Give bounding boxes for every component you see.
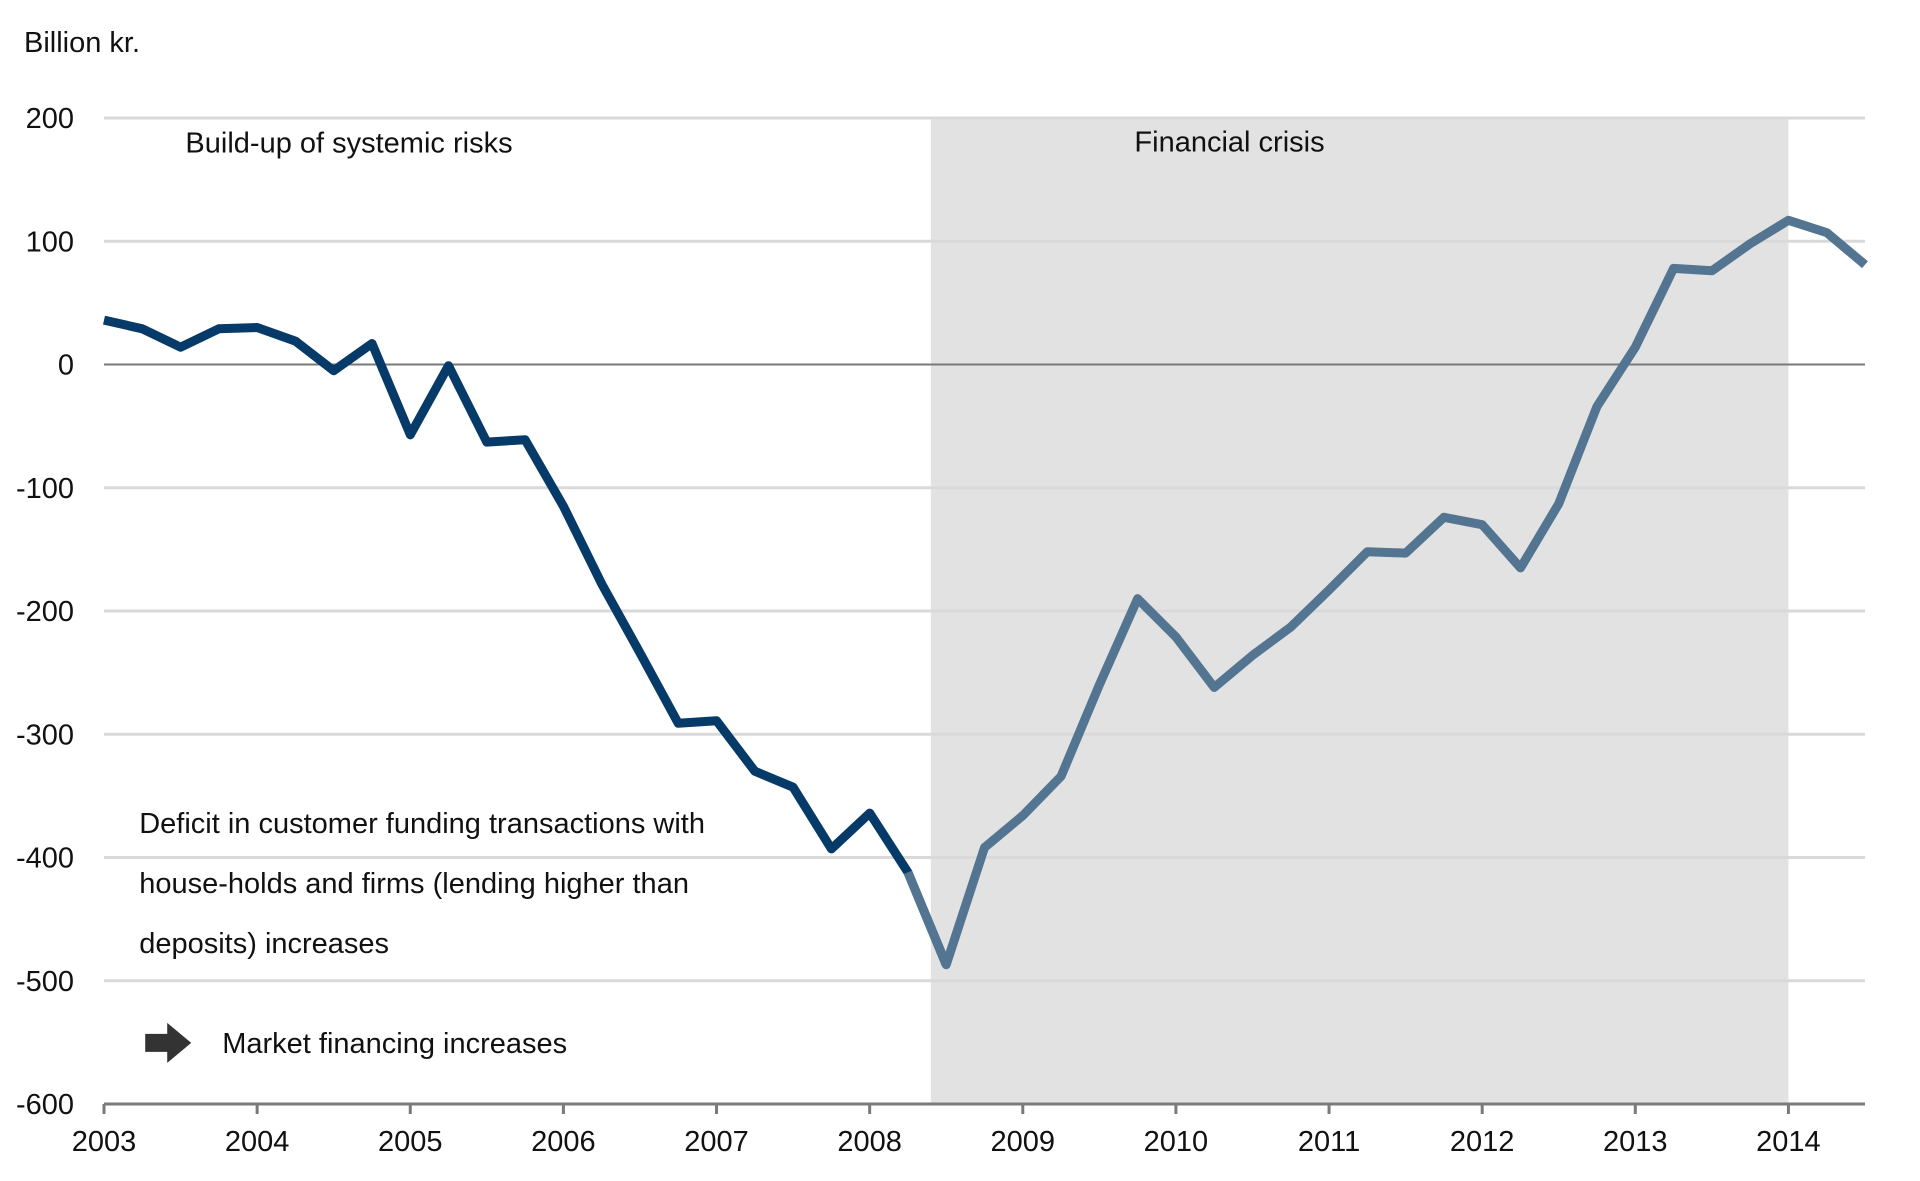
y-tick-label: -600 (16, 1089, 74, 1121)
annotation-line: house-holds and firms (lending higher th… (139, 868, 689, 900)
x-tick-label: 2012 (1450, 1126, 1515, 1158)
y-tick-label: 100 (26, 226, 74, 258)
x-tick-label: 2013 (1603, 1126, 1668, 1158)
y-tick-label: -100 (16, 473, 74, 505)
y-tick-label: 200 (26, 103, 74, 135)
x-tick-label: 2011 (1298, 1126, 1360, 1158)
x-tick-label: 2014 (1756, 1126, 1821, 1158)
period-label: Financial crisis (1134, 126, 1324, 158)
x-tick-label: 2004 (225, 1126, 290, 1158)
y-tick-label: -300 (16, 719, 74, 751)
annotation-line: deposits) increases (139, 928, 389, 960)
series-line-crisis (903, 215, 1868, 970)
right-arrow-icon (145, 1022, 192, 1063)
y-tick-label: -200 (16, 596, 74, 628)
grid-layer (104, 116, 1865, 983)
x-tick-label: 2009 (991, 1126, 1056, 1158)
x-tick-label: 2010 (1144, 1126, 1209, 1158)
axis-layer (102, 1102, 1865, 1114)
y-tick-label: -500 (16, 966, 74, 998)
label-layer: 200 100 0 -100 -200 -300 -400 -500 -600 2003 2004 2… (16, 27, 1821, 1158)
x-tick-label: 2005 (378, 1126, 443, 1158)
y-tick-label: -400 (16, 843, 74, 875)
arrow-label: Market financing increases (222, 1028, 567, 1060)
y-tick-label: 0 (58, 350, 74, 382)
annotation-line: Deficit in customer funding transactions… (139, 808, 705, 840)
y-axis-label: Billion kr. (24, 27, 140, 59)
series-line-layer (103, 215, 1868, 970)
x-tick-label: 2007 (684, 1126, 749, 1158)
series-line-pre-crisis (103, 315, 951, 967)
period-label: Build-up of systemic risks (185, 128, 512, 160)
x-tick-label: 2006 (531, 1126, 596, 1158)
x-tick-label: 2008 (837, 1126, 902, 1158)
x-tick-label: 2003 (72, 1126, 137, 1158)
